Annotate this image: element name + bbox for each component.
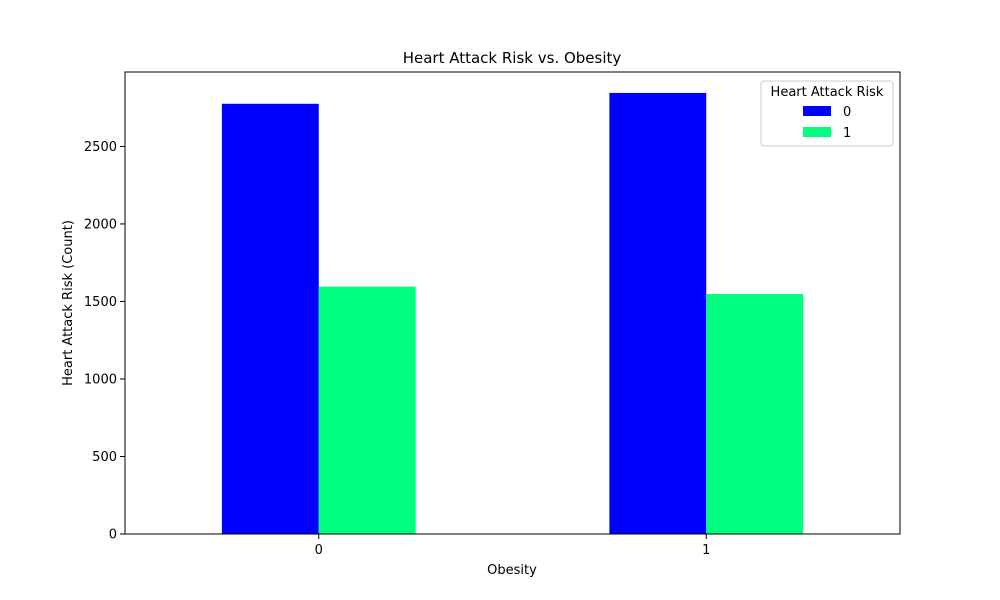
legend-label-series-0: 0 <box>843 105 851 120</box>
y-tick-label-500: 500 <box>92 450 117 465</box>
y-tick-label-2000: 2000 <box>84 217 117 232</box>
bar-1-series-0 <box>609 92 707 535</box>
x-axis-label: Obesity <box>487 563 537 578</box>
y-tick-label-1000: 1000 <box>84 372 117 387</box>
axes-frame <box>124 71 901 535</box>
legend-swatch-series-0 <box>803 106 831 116</box>
bar-0-series-1 <box>318 286 416 534</box>
chart-title: Heart Attack Risk vs. Obesity <box>403 49 622 67</box>
y-tick-label-1500: 1500 <box>84 295 117 310</box>
x-tick-label-0: 0 <box>315 543 323 558</box>
x-tick-label-1: 1 <box>702 543 710 558</box>
bar-0-series-0 <box>221 103 319 534</box>
legend-title: Heart Attack Risk <box>771 85 884 100</box>
legend-swatch-series-1 <box>803 127 831 137</box>
bar-1-series-1 <box>706 294 804 534</box>
y-tick-label-2500: 2500 <box>84 140 117 155</box>
legend-label-series-1: 1 <box>843 126 851 141</box>
y-axis-label: Heart Attack Risk (Count) <box>61 220 76 386</box>
y-tick-label-0: 0 <box>109 528 117 543</box>
legend: Heart Attack Risk 0 1 <box>760 80 894 147</box>
plot-area: 0 500 1000 1500 2000 2500 0 1 <box>84 71 901 558</box>
